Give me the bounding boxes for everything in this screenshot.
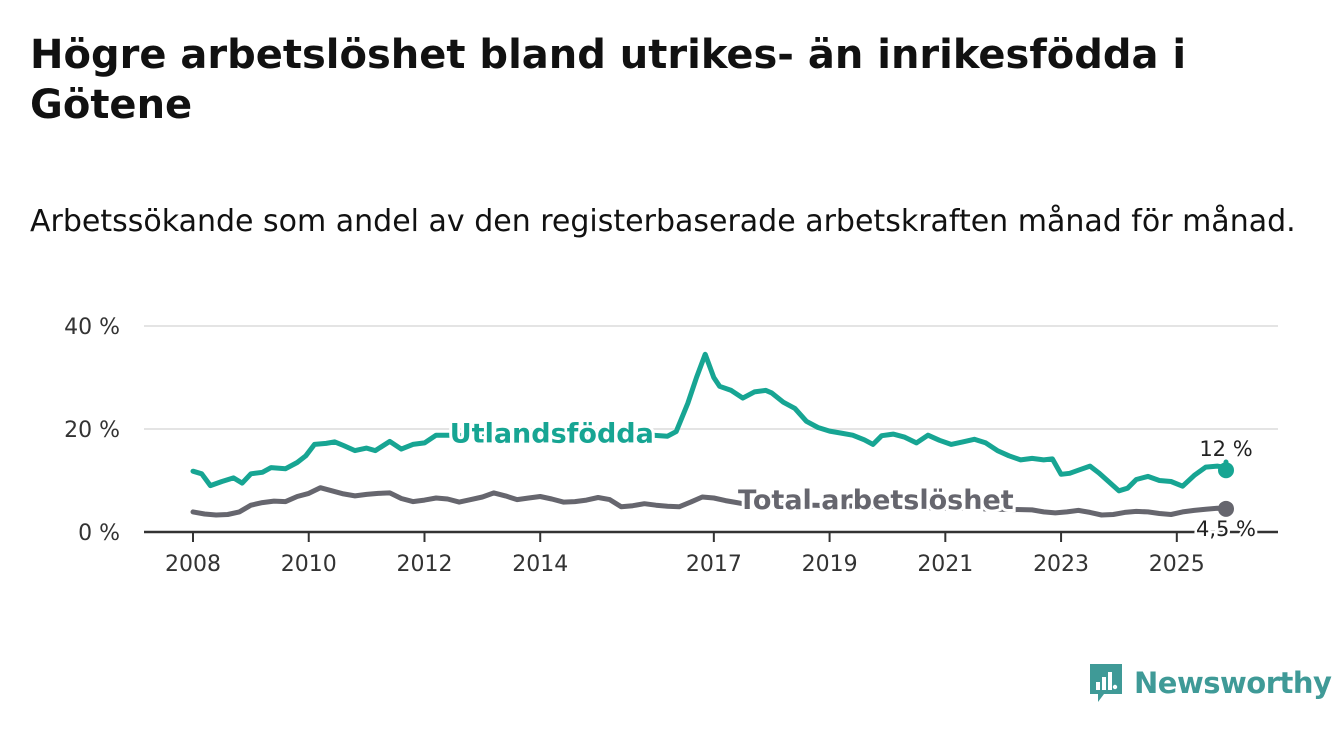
series-inline-label: Total arbetslöshet [738, 485, 1014, 516]
x-tick-label: 2019 [802, 552, 858, 577]
brand-name: Newsworthy [1134, 666, 1332, 700]
series-end-label: 4,5 % [1196, 517, 1256, 541]
x-tick-label: 2021 [917, 552, 973, 577]
x-tick-label: 2010 [281, 552, 337, 577]
series-line-utlandsf-dda [190, 351, 1229, 494]
x-axis [144, 530, 1278, 542]
series-end-label: 12 % [1199, 437, 1252, 461]
series-inline-label: Utlandsfödda [450, 419, 654, 450]
y-axis-labels: 0 % 20 % 40 % [64, 315, 120, 546]
x-tick-label: 2014 [512, 552, 568, 577]
y-tick-label: 20 % [64, 418, 120, 443]
x-tick-label: 2017 [686, 552, 742, 577]
gridlines [144, 325, 1278, 430]
x-axis-labels: 2008 2010 2012 2014 2017 2019 2021 2023 2025 [165, 552, 1205, 577]
series-end-point-total-arbetsl-shet [1218, 500, 1234, 517]
chart-subtitle: Arbetssökande som andel av den registerb… [30, 204, 1296, 239]
x-tick-label: 2025 [1149, 552, 1205, 577]
series-end-point-utlandsf-dda [1218, 462, 1234, 479]
series-labels: 12 % 4,5 % Utlandsfödda Total arbetslöshet [447, 416, 1259, 544]
x-tick-label: 2008 [165, 552, 221, 577]
x-tick-label: 2012 [396, 552, 452, 577]
series-lines [190, 351, 1234, 518]
chart-title: Högre arbetslöshet bland utrikes- än inr… [30, 32, 1187, 128]
y-tick-label: 40 % [64, 315, 120, 340]
series-line-total-arbetsl-shet [190, 485, 1229, 518]
y-tick-label: 0 % [78, 521, 120, 546]
x-tick-label: 2023 [1033, 552, 1089, 577]
newsworthy-logo: Newsworthy [1088, 660, 1332, 706]
newsworthy-logo-icon [1090, 664, 1122, 702]
